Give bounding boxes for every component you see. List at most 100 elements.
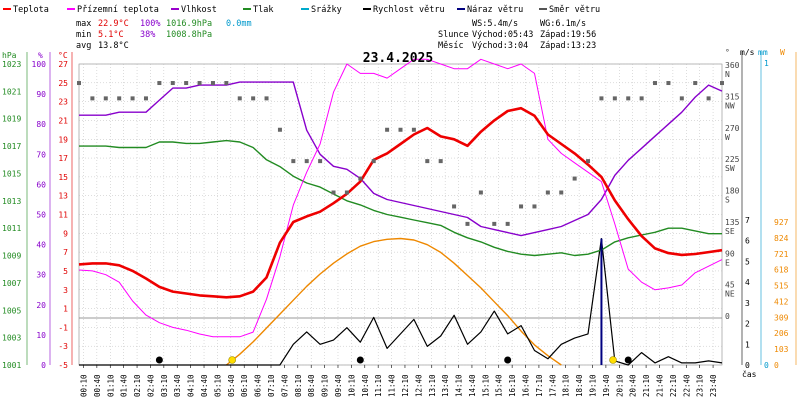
x-tick-label: 04:10 — [187, 374, 196, 397]
direction-point — [586, 159, 591, 164]
stat-max-rain: 0.0mm — [226, 19, 252, 29]
direction-point — [706, 96, 711, 101]
hpa-tick: 1007 — [2, 279, 21, 288]
degc-tick: 9 — [63, 229, 68, 238]
x-tick-label: 01:10 — [106, 374, 115, 397]
direction-point — [653, 81, 658, 86]
series-line-pressure — [79, 139, 722, 257]
x-tick-label: 09:40 — [334, 374, 343, 397]
direction-point — [679, 96, 684, 101]
x-tick-label: 16:40 — [522, 374, 531, 397]
direction-point — [572, 176, 577, 181]
ms-tick: 7 — [745, 216, 750, 225]
direction-point — [90, 96, 95, 101]
dir-deg-tick: 90 — [725, 249, 735, 258]
ms-tick: 4 — [745, 278, 750, 287]
direction-point — [411, 127, 416, 132]
info-moonrise: Východ:3:04 — [472, 41, 528, 51]
dir-name-tick: SE — [725, 227, 735, 236]
degc-tick: 15 — [58, 173, 68, 182]
x-tick-label: 17:40 — [548, 374, 557, 397]
stat-min-label: min — [76, 30, 91, 40]
dir-name-tick: NW — [725, 101, 735, 110]
direction-point — [103, 96, 108, 101]
x-tick-label: 02:10 — [133, 374, 142, 397]
legend: Teplota Přízemní teplota Vlhkost Tlak Srážky… — [3, 5, 600, 15]
degc-tick: -3 — [58, 342, 68, 351]
x-tick-label: 00:40 — [93, 374, 102, 397]
x-tick-label: 16:10 — [508, 374, 517, 397]
direction-point — [304, 159, 309, 164]
dir-deg-tick: 45 — [725, 281, 735, 290]
direction-point — [130, 96, 135, 101]
direction-point — [425, 159, 430, 164]
sun-event-point — [609, 356, 617, 364]
direction-point — [398, 127, 403, 132]
x-tick-label: 18:10 — [562, 374, 571, 397]
pct-tick: 0 — [41, 361, 46, 370]
ms-tick: 0 — [745, 361, 750, 370]
wm2-tick: 721 — [774, 250, 789, 259]
direction-point — [291, 159, 296, 164]
x-tick-label: 23:10 — [696, 374, 705, 397]
ms-tick: 3 — [745, 299, 750, 308]
degc-tick: 19 — [58, 135, 68, 144]
hpa-tick: 1009 — [2, 252, 21, 261]
hpa-tick: 1023 — [2, 60, 21, 69]
dir-unit: ° — [725, 48, 730, 57]
x-axis-label: čas — [742, 369, 757, 379]
info-moon-label: Měsíc — [438, 41, 464, 51]
x-tick-label: 05:40 — [227, 374, 236, 397]
direction-point — [358, 176, 363, 181]
hpa-tick: 1011 — [2, 224, 21, 233]
direction-point — [331, 190, 336, 195]
direction-point — [465, 221, 470, 226]
pct-tick: 10 — [36, 331, 46, 340]
hpa-tick: 1015 — [2, 169, 21, 178]
series-line-temp — [78, 106, 723, 299]
mm-unit: mm — [758, 48, 768, 57]
x-tick-label: 01:40 — [120, 374, 129, 397]
dir-deg-tick: 270 — [725, 124, 740, 133]
legend-item-label: Teplota — [13, 5, 49, 15]
degc-tick: 11 — [58, 211, 68, 220]
direction-point — [532, 204, 537, 209]
ms-tick: 5 — [745, 257, 750, 266]
info-ws: WS:5.4m/s — [472, 19, 518, 29]
x-tick-label: 20:10 — [615, 374, 624, 397]
x-tick-label: 19:40 — [602, 374, 611, 397]
direction-point — [251, 96, 256, 101]
hpa-tick: 1005 — [2, 306, 21, 315]
degc-tick: 1 — [63, 305, 68, 314]
direction-point — [197, 81, 202, 86]
series-line-humidity — [79, 81, 723, 237]
direction-point — [612, 96, 617, 101]
x-tick-label: 21:40 — [655, 374, 664, 397]
x-tick-label: 23:40 — [709, 374, 718, 397]
ms-tick: 1 — [745, 340, 750, 349]
info-moonset: Západ:13:23 — [540, 41, 596, 51]
hpa-tick: 1019 — [2, 115, 21, 124]
info-sunset: Západ:19:56 — [540, 30, 596, 40]
degc-tick: 3 — [63, 286, 68, 295]
pct-tick: 80 — [36, 120, 46, 129]
pct-tick: 20 — [36, 301, 46, 310]
degc-tick: 7 — [63, 248, 68, 257]
direction-point — [170, 81, 175, 86]
stat-min-hum: 38% — [140, 30, 155, 40]
degc-tick: 21 — [58, 116, 68, 125]
wm2-tick: 103 — [774, 345, 789, 354]
x-tick-label: 12:40 — [414, 374, 423, 397]
x-tick-label: 12:10 — [401, 374, 410, 397]
dir-deg-tick: 360 — [725, 61, 740, 70]
legend-item-label: Srážky — [311, 5, 342, 15]
hpa-unit: hPa — [2, 51, 17, 60]
pct-tick: 60 — [36, 180, 46, 189]
info-sun-label: Slunce — [438, 30, 469, 40]
x-tick-label: 10:10 — [347, 374, 356, 397]
dir-deg-tick: 225 — [725, 155, 740, 164]
dir-deg-tick: 0 — [725, 312, 730, 321]
legend-item-label: Vlhkost — [181, 5, 217, 15]
pct-tick: 50 — [36, 211, 46, 220]
